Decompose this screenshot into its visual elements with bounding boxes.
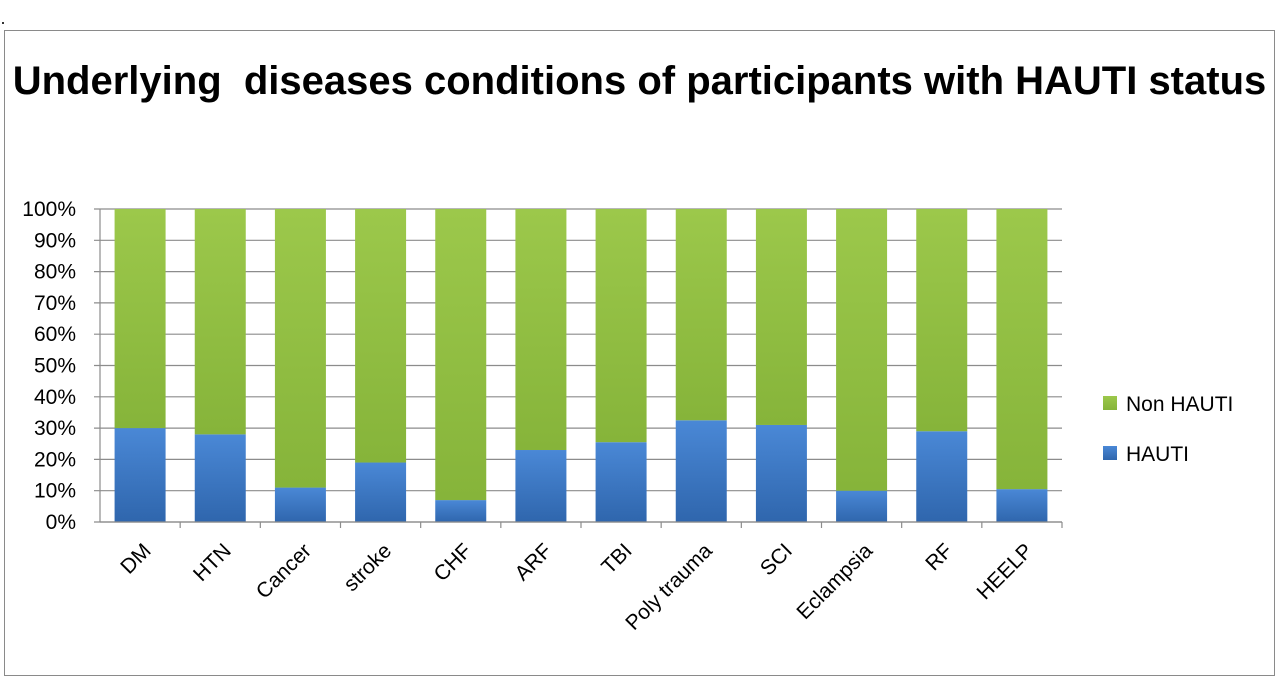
axes <box>99 209 1063 528</box>
bar-hauti-sci <box>755 424 807 522</box>
legend-swatch-non-hauti <box>1103 396 1117 410</box>
bar-non-hauti-dm <box>114 209 166 429</box>
bar-non-hauti-cancer <box>274 209 326 488</box>
y-tick-labels: 0% 10% 20% 30% 40% 50% 60% 70% 80% 90% 100% <box>22 198 76 534</box>
y-tick-label: 0% <box>46 511 76 534</box>
bar-hauti-rf <box>916 431 968 522</box>
stray-dot <box>2 22 4 24</box>
legend-label: Non HAUTI <box>1126 393 1233 416</box>
x-category-label: TBI <box>597 539 636 578</box>
y-tick-label: 50% <box>34 355 76 378</box>
x-category-label: CHF <box>429 539 476 586</box>
x-category-label: Cancer <box>252 539 316 603</box>
legend-swatch-hauti <box>1103 446 1117 460</box>
x-category-label: Eclampsia <box>792 539 877 624</box>
y-tick-label: 100% <box>22 198 76 221</box>
y-tick-label: 30% <box>34 417 76 440</box>
bar-non-hauti-poly-trauma <box>675 209 727 421</box>
y-tick-label: 20% <box>34 448 76 471</box>
y-tick-label: 70% <box>34 292 76 315</box>
legend-label: HAUTI <box>1126 443 1189 466</box>
bar-non-hauti-rf <box>916 209 968 432</box>
bar-non-hauti-chf <box>435 209 487 501</box>
x-category-label: ARF <box>510 539 556 585</box>
bar-non-hauti-arf <box>515 209 567 451</box>
bar-non-hauti-sci <box>755 209 807 425</box>
y-tick-label: 60% <box>34 323 76 346</box>
legend: Non HAUTI HAUTI <box>1103 393 1233 466</box>
bar-non-hauti-tbi <box>595 209 647 443</box>
x-category-label: DM <box>116 539 155 578</box>
bar-hauti-dm <box>114 428 166 522</box>
bar-hauti-arf <box>515 450 567 522</box>
y-tick-label: 40% <box>34 386 76 409</box>
chart-title: Underlying diseases conditions of partic… <box>12 59 1267 103</box>
bar-hauti-cancer <box>274 487 326 522</box>
y-tick-label: 90% <box>34 229 76 252</box>
bar-non-hauti-eclampsia <box>836 209 888 491</box>
bar-hauti-chf <box>435 500 487 522</box>
bar-hauti-heelp <box>996 489 1048 522</box>
bar-hauti-htn <box>194 434 246 522</box>
y-tick-label: 10% <box>34 480 76 503</box>
bar-non-hauti-htn <box>194 209 246 435</box>
x-category-label: HEELP <box>972 539 1037 604</box>
bar-hauti-eclampsia <box>836 490 888 522</box>
bars <box>114 209 1048 522</box>
x-category-label: HTN <box>189 539 236 586</box>
bar-hauti-poly-trauma <box>675 420 727 522</box>
y-tick-label: 80% <box>34 261 76 284</box>
bar-hauti-tbi <box>595 442 647 522</box>
x-category-label: Poly trauma <box>621 539 717 635</box>
bar-non-hauti-stroke <box>355 209 407 463</box>
x-category-label: stroke <box>339 539 396 596</box>
x-category-label: RF <box>921 539 957 575</box>
bar-hauti-stroke <box>355 462 407 522</box>
bar-non-hauti-heelp <box>996 209 1048 490</box>
x-category-label: SCI <box>756 539 797 580</box>
